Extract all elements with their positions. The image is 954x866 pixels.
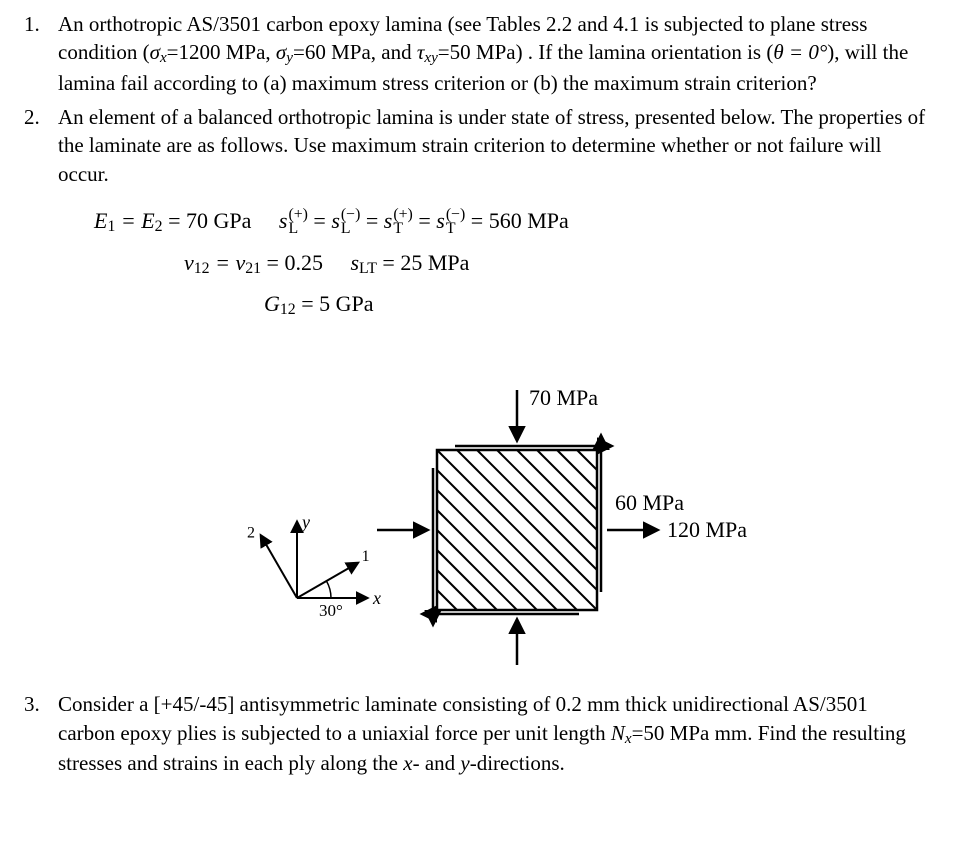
text: =60 MPa, and: [293, 40, 417, 64]
sigma-x: σ: [150, 40, 160, 64]
eq: =: [360, 208, 383, 233]
problem-text: An element of a balanced orthotropic lam…: [58, 103, 930, 188]
text: =1200 MPa,: [167, 40, 276, 64]
supsub: (+)T: [393, 208, 412, 237]
sigma-y: σ: [276, 40, 286, 64]
problem-2: 2. An element of a balanced orthotropic …: [24, 103, 930, 188]
nx: N: [611, 721, 625, 745]
var: s: [279, 208, 288, 233]
supsub: (−)L: [341, 208, 360, 237]
svg-text:x: x: [372, 588, 381, 608]
val: = 0.25: [261, 250, 323, 275]
problem-number: 2.: [24, 103, 58, 188]
stress-diagram-svg: 70 MPa 60 MPa120 MPa x y 1 2 30°: [167, 340, 787, 670]
text: -directions.: [470, 751, 565, 775]
svg-text:70 MPa: 70 MPa: [529, 385, 598, 410]
eq-line-3: G12 = 5 GPa: [264, 289, 930, 320]
problem-number: 3.: [24, 690, 58, 777]
svg-text:1: 1: [362, 548, 370, 565]
eq: =: [413, 208, 436, 233]
sub: LT: [359, 260, 377, 277]
val: = 5 GPa: [296, 291, 374, 316]
svg-text:60 MPa: 60 MPa: [615, 490, 684, 515]
eq-line-2: v12 = v21 = 0.25 sLT = 25 MPa: [184, 248, 930, 279]
var: v: [184, 250, 194, 275]
sub: x: [625, 731, 632, 747]
var: G: [264, 291, 280, 316]
sub: 12: [280, 301, 296, 318]
problem-3: 3. Consider a [+45/-45] antisymmetric la…: [24, 690, 930, 777]
var: s: [384, 208, 393, 233]
sub: y: [286, 50, 293, 66]
supsub: (−)T: [446, 208, 465, 237]
val: = 25 MPa: [377, 250, 469, 275]
problem-text: Consider a [+45/-45] antisymmetric lamin…: [58, 690, 930, 777]
page: 1. An orthotropic AS/3501 carbon epoxy l…: [0, 0, 954, 803]
sub: 12: [194, 260, 210, 277]
var: E: [94, 208, 107, 233]
var: s: [436, 208, 445, 233]
var: s: [331, 208, 340, 233]
var: = E: [115, 208, 154, 233]
sub: 2: [155, 218, 163, 235]
problem-text: An orthotropic AS/3501 carbon epoxy lami…: [58, 10, 930, 97]
var: = v: [210, 250, 246, 275]
svg-text:2: 2: [247, 525, 255, 542]
y: y: [460, 751, 469, 775]
supsub: (+)L: [288, 208, 307, 237]
eq-line-1: E1 = E2 = 70 GPa s(+)L = s(−)L = s(+)T =…: [94, 206, 930, 237]
problem-number: 1.: [24, 10, 58, 97]
sub: 21: [245, 260, 261, 277]
text: =50 MPa) . If the lamina orientation is …: [438, 40, 774, 64]
var: s: [350, 250, 359, 275]
svg-text:30°: 30°: [319, 601, 343, 620]
eq: =: [308, 208, 331, 233]
theta: θ = 0°: [773, 40, 827, 64]
val: = 560 MPa: [465, 208, 568, 233]
x: x: [403, 751, 412, 775]
sub: x: [160, 50, 167, 66]
text: - and: [413, 751, 461, 775]
sub: xy: [424, 50, 437, 66]
val: = 70 GPa: [163, 208, 252, 233]
svg-text:120 MPa: 120 MPa: [667, 517, 747, 542]
stress-figure: 70 MPa 60 MPa120 MPa x y 1 2 30°: [24, 340, 930, 670]
properties-block: E1 = E2 = 70 GPa s(+)L = s(−)L = s(+)T =…: [94, 206, 930, 320]
svg-text:y: y: [300, 512, 310, 532]
problem-1: 1. An orthotropic AS/3501 carbon epoxy l…: [24, 10, 930, 97]
